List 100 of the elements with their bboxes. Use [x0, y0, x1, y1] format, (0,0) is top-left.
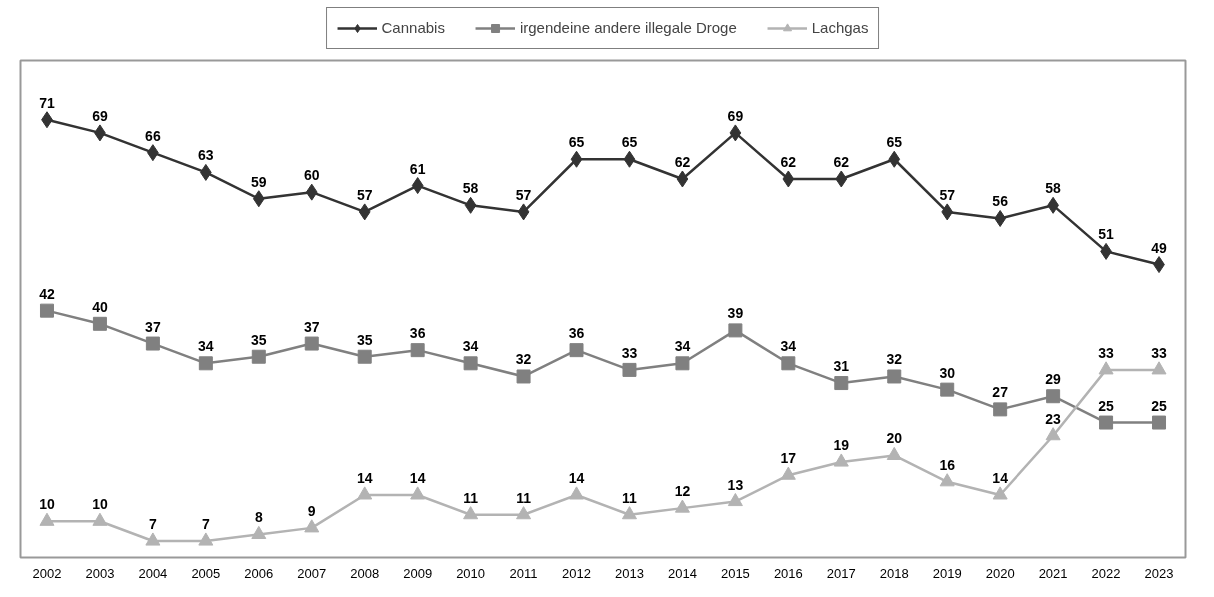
point: [410, 486, 426, 500]
data-label: 37: [145, 318, 161, 335]
point: [570, 150, 583, 168]
data-label: 32: [886, 351, 903, 368]
point: [992, 486, 1008, 500]
point: [39, 303, 54, 318]
data-label: 10: [92, 496, 108, 513]
data-label: 66: [145, 127, 161, 144]
data-label: 7: [201, 516, 210, 533]
point: [886, 446, 902, 461]
data-label: 49: [1151, 239, 1168, 256]
point: [728, 323, 743, 338]
point: [145, 336, 160, 351]
data-label: 17: [780, 450, 797, 467]
point: [517, 203, 530, 221]
x-tick-label: 2023: [1144, 565, 1174, 581]
data-label: 57: [515, 186, 532, 203]
data-label: 13: [727, 476, 744, 493]
data-label: 35: [251, 331, 267, 348]
x-tick-label: 2003: [85, 565, 115, 581]
point: [145, 532, 161, 546]
point: [993, 402, 1008, 417]
point: [463, 356, 478, 371]
data-label: 14: [409, 469, 426, 486]
point: [782, 170, 795, 188]
data-label: 35: [356, 331, 373, 348]
legend-label: Cannabis: [381, 19, 445, 36]
point: [939, 473, 955, 487]
data-label: 39: [727, 305, 744, 322]
point: [622, 362, 637, 377]
x-tick-label: 2015: [720, 565, 750, 581]
point: [358, 203, 371, 221]
data-label: 61: [409, 160, 426, 177]
point: [516, 369, 531, 384]
data-label: 11: [516, 489, 532, 506]
data-label: 30: [939, 364, 956, 381]
data-label: 11: [463, 489, 479, 506]
point: [463, 506, 479, 520]
x-tick-label: 2017: [826, 565, 856, 581]
point: [304, 519, 320, 533]
data-label: 16: [939, 456, 956, 473]
data-label: 59: [251, 173, 267, 190]
x-tick-label: 2006: [244, 565, 274, 581]
data-label: 25: [1151, 397, 1168, 414]
data-label: 7: [148, 516, 157, 533]
data-label: 57: [939, 186, 956, 203]
data-label: 19: [833, 437, 850, 454]
data-label: 57: [356, 186, 373, 203]
point: [92, 512, 108, 526]
data-label: 9: [307, 502, 316, 519]
point: [569, 343, 584, 358]
point: [1046, 389, 1061, 404]
data-label: 65: [621, 134, 638, 151]
data-label: 27: [992, 384, 1009, 401]
point: [727, 492, 743, 507]
data-label: 10: [39, 496, 55, 513]
point: [834, 376, 849, 391]
x-tick-label: 2004: [138, 565, 168, 581]
point: [1098, 361, 1114, 375]
point: [569, 486, 585, 500]
point: [674, 499, 690, 513]
data-label: 36: [568, 325, 585, 342]
data-label: 65: [886, 134, 903, 151]
data-label: 29: [1045, 371, 1062, 388]
point: [887, 369, 902, 384]
data-label: 20: [886, 430, 903, 447]
point: [833, 453, 849, 467]
x-tick-label: 2021: [1038, 565, 1068, 581]
data-label: 62: [833, 153, 850, 170]
data-label: 42: [39, 285, 55, 302]
x-tick-label: 2007: [297, 565, 327, 581]
x-tick-label: 2019: [932, 565, 962, 581]
point: [940, 382, 955, 397]
x-tick-label: 2010: [456, 565, 486, 581]
data-label: 8: [254, 509, 263, 526]
data-label: 23: [1045, 410, 1062, 427]
point: [1099, 415, 1114, 430]
data-label: 11: [622, 489, 638, 506]
data-label: 51: [1098, 226, 1115, 243]
data-label: 40: [92, 298, 108, 315]
data-label: 33: [621, 344, 638, 361]
data-label: 33: [1098, 344, 1115, 361]
x-tick-label: 2016: [773, 565, 803, 581]
data-label: 12: [674, 483, 691, 500]
point: [888, 150, 901, 168]
data-label: 58: [1045, 180, 1062, 197]
data-label: 32: [515, 351, 532, 368]
x-tick-label: 2011: [509, 565, 538, 581]
data-label: 34: [198, 338, 214, 355]
point: [251, 349, 266, 364]
point: [1152, 415, 1167, 430]
point: [621, 506, 637, 520]
data-label: 65: [568, 134, 585, 151]
data-label: 69: [92, 107, 108, 124]
data-label: 62: [674, 153, 691, 170]
point: [941, 203, 954, 221]
data-label: 34: [780, 338, 797, 355]
point: [411, 177, 424, 195]
data-label: 36: [409, 325, 426, 342]
point: [304, 336, 319, 351]
